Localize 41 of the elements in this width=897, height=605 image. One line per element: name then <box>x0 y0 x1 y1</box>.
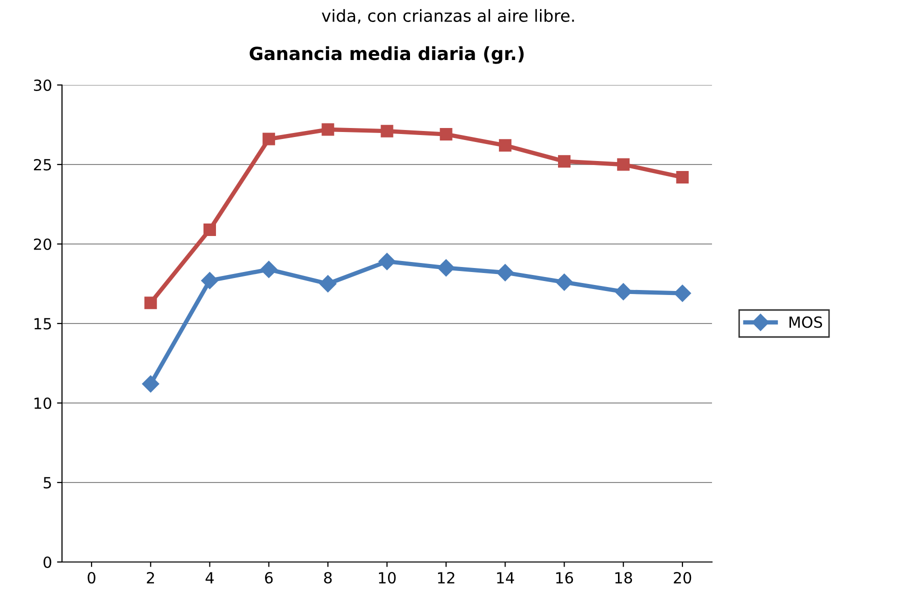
point <box>438 259 455 276</box>
point <box>260 260 278 278</box>
chart-title: Ganancia media diaria (gr.) <box>250 46 524 64</box>
y-tick-label: 5 <box>44 477 51 489</box>
point <box>676 170 689 184</box>
x-tick-label: 2 <box>146 572 154 584</box>
point <box>319 275 336 292</box>
point <box>378 252 396 270</box>
y-tick-label: 10 <box>34 397 52 410</box>
x-tick-label: 10 <box>378 572 396 584</box>
point <box>203 223 216 236</box>
point <box>142 375 160 392</box>
x-tick-label: 12 <box>438 572 454 584</box>
x-tick-label: 14 <box>497 572 514 584</box>
point <box>380 124 394 138</box>
point <box>556 274 573 291</box>
x-tick-label: 18 <box>615 572 632 584</box>
point <box>144 296 157 310</box>
point <box>322 123 334 136</box>
x-tick-label: 8 <box>324 572 332 584</box>
x-tick-label: 4 <box>206 572 214 584</box>
point <box>617 158 630 171</box>
point <box>201 272 218 290</box>
y-tick-label: 20 <box>34 238 52 250</box>
y-tick-label: 25 <box>34 158 51 171</box>
point <box>498 139 512 152</box>
y-tick-label: 15 <box>34 318 51 330</box>
x-tick-label: 0 <box>88 572 96 584</box>
x-tick-label: 6 <box>265 572 273 584</box>
y-tick-label: 30 <box>34 79 52 92</box>
y-tick-label: 0 <box>44 556 52 568</box>
point <box>558 155 571 168</box>
legend-label: MOS <box>790 316 822 328</box>
point <box>496 264 514 282</box>
point <box>674 284 692 302</box>
x-tick-label: 16 <box>556 572 574 584</box>
point <box>614 283 632 300</box>
text: vida, con crianzas al aire libre. <box>322 9 574 24</box>
point <box>262 132 276 146</box>
x-tick-label: 20 <box>674 572 692 584</box>
point <box>440 128 452 141</box>
